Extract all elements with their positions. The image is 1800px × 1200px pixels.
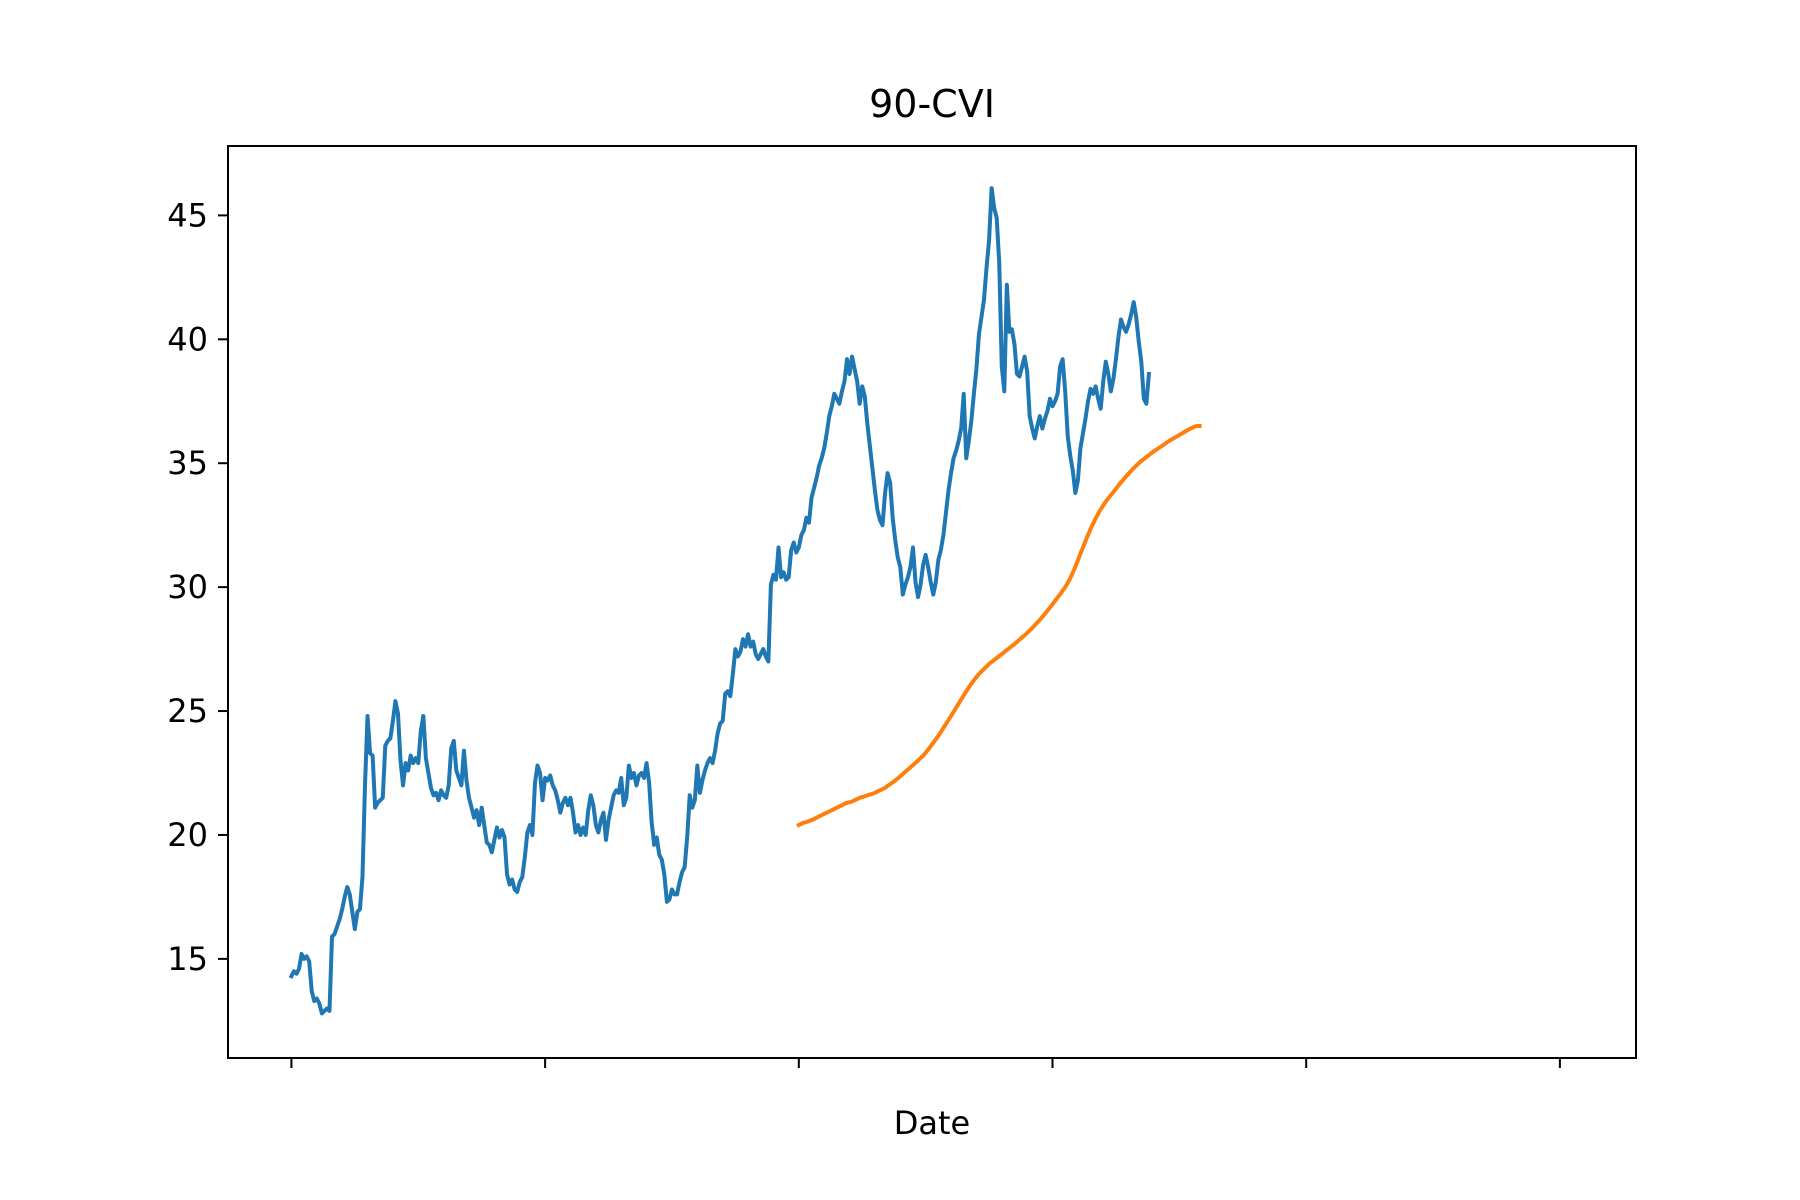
series-group <box>288 186 1202 1016</box>
y-tick-label: 20 <box>167 816 208 854</box>
plot-area <box>228 146 1636 1058</box>
y-tick-label: 35 <box>167 444 208 482</box>
y-tick-label: 15 <box>167 940 208 978</box>
series-line-2 <box>796 424 1202 828</box>
x-axis <box>290 1058 1561 1068</box>
chart-title: 90-CVI <box>869 82 995 126</box>
plot-frame <box>227 145 1637 1059</box>
y-tick-label: 30 <box>167 568 208 606</box>
series-line-1 <box>288 186 1152 1016</box>
y-tick-label: 40 <box>167 320 208 358</box>
y-tick-label: 45 <box>167 196 208 234</box>
plot-background <box>228 146 1636 1058</box>
y-axis: 15 20 25 30 35 40 45 <box>167 196 228 978</box>
y-tick-label: 25 <box>167 692 208 730</box>
x-axis-label: Date <box>894 1104 970 1142</box>
